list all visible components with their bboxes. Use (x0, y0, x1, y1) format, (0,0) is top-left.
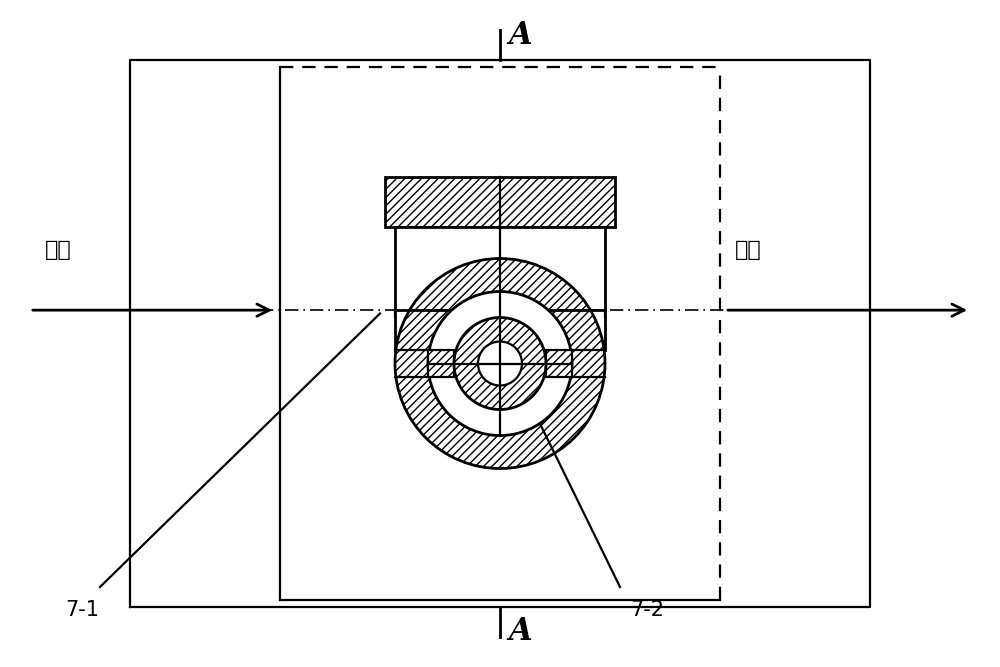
Text: A: A (508, 19, 532, 51)
Text: A: A (508, 616, 532, 648)
Text: 7-2: 7-2 (630, 600, 664, 620)
Text: 进气: 进气 (45, 240, 72, 260)
Bar (428, 350, 454, 377)
Text: 7-1: 7-1 (65, 600, 99, 620)
Bar (428, 350, 454, 377)
Bar (395, 227, 605, 310)
Text: 出气: 出气 (735, 240, 762, 260)
Bar (385, 177, 615, 227)
Bar (546, 350, 572, 377)
Bar (385, 177, 615, 227)
Circle shape (428, 291, 572, 436)
Bar (546, 350, 572, 377)
Circle shape (478, 342, 522, 386)
